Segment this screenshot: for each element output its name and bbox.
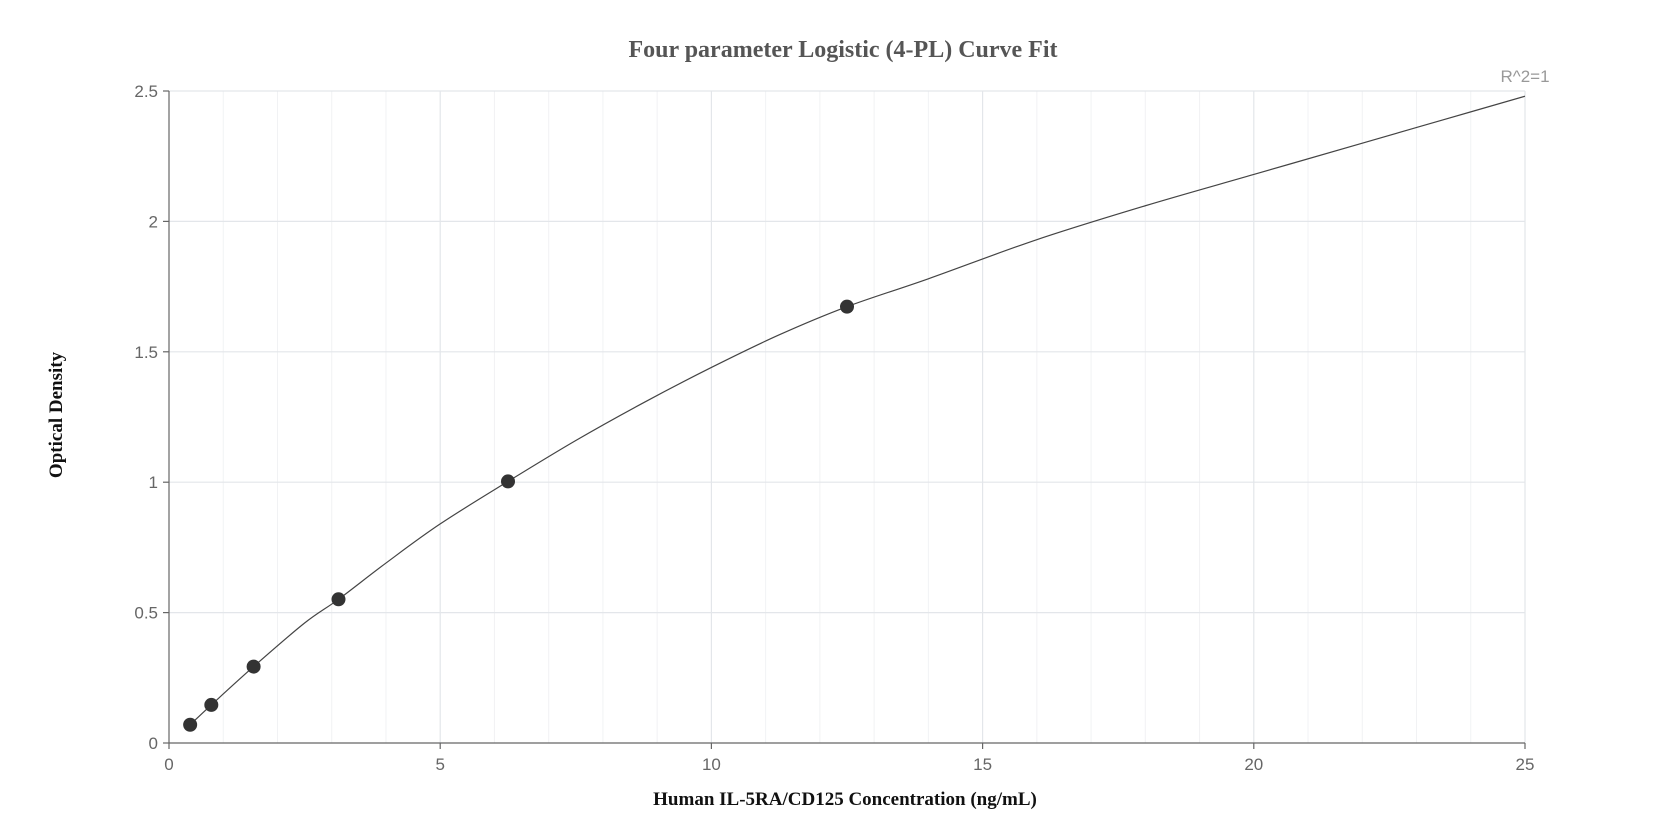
y-tick-label: 2.5 [134,82,158,101]
data-point [246,659,261,674]
fit-curve [189,95,1526,726]
data-point [501,474,515,489]
data-point [204,697,219,712]
x-tick-label: 25 [1516,755,1535,774]
x-tick-label: 0 [164,755,173,774]
data-point [331,592,346,607]
y-tick-label: 1 [149,473,158,492]
major-grid [169,90,1526,743]
data-points [183,299,854,732]
minor-grid [222,91,1472,743]
x-tick-label: 5 [435,755,444,774]
y-axis-title: Optical Density [46,351,67,478]
r-squared-annotation: R^2=1 [1500,67,1549,86]
chart-title: Four parameter Logistic (4-PL) Curve Fit [628,37,1057,63]
x-tick-label: 20 [1244,755,1263,774]
data-point [840,299,854,314]
x-tick-labels: 0 5 10 15 20 25 [164,743,1534,774]
y-tick-label: 0 [149,734,158,753]
x-tick-label: 10 [702,755,721,774]
y-tick-label: 1.5 [134,343,158,362]
x-axis-title: Human IL-5RA/CD125 Concentration (ng/mL) [653,789,1037,810]
y-tick-label: 2 [149,212,158,231]
axes [168,91,1525,744]
x-tick-label: 15 [973,755,992,774]
y-tick-labels: 0 0.5 1 1.5 2 2.5 [134,82,169,753]
data-point [183,717,198,732]
y-tick-label: 0.5 [134,604,158,623]
